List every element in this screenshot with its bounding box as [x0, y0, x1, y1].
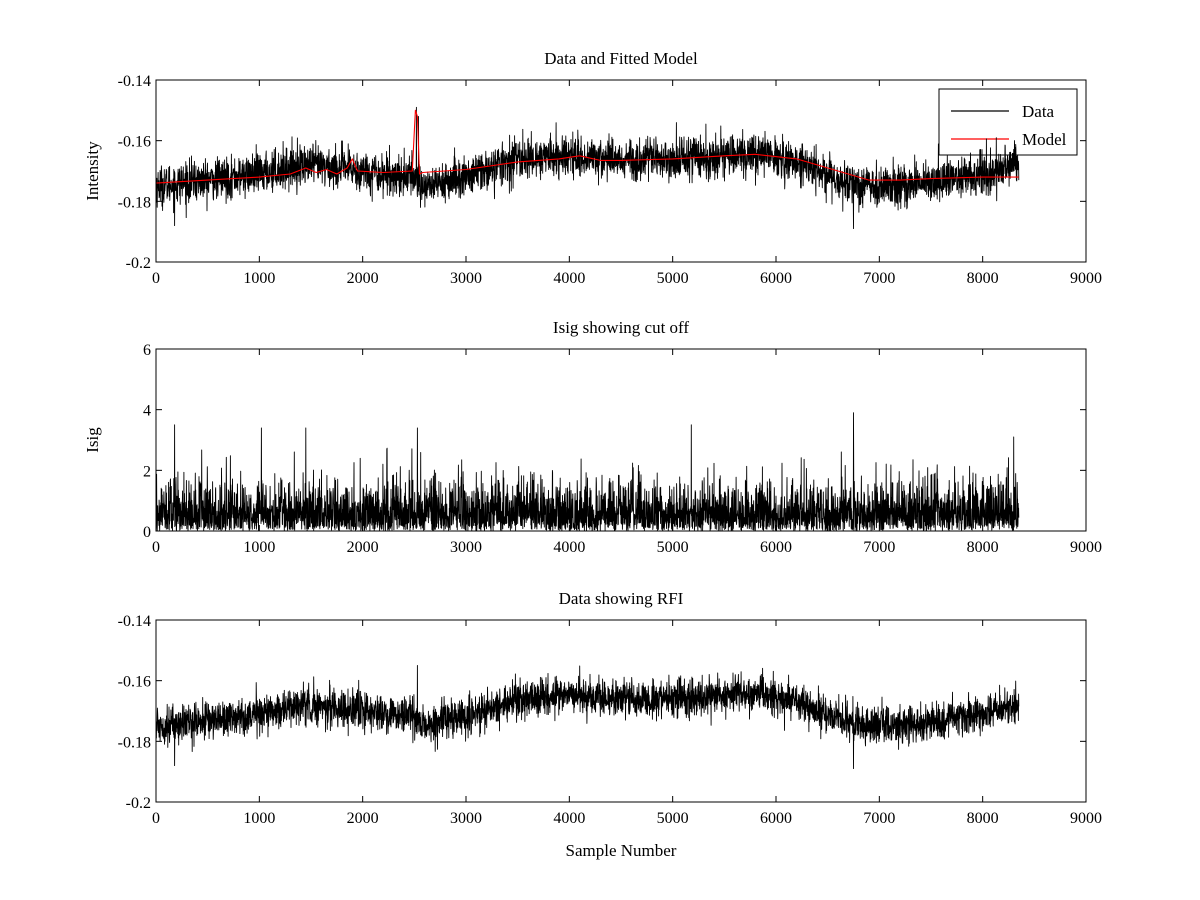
y-tick-label: -0.2: [126, 255, 151, 272]
series-line-data: [156, 665, 1020, 770]
x-tick-label: 0: [152, 539, 160, 556]
y-tick-label: -0.2: [126, 795, 151, 812]
panel-data-showing-rfi: Data showing RFI Sample Number 0 1000 2000…: [118, 589, 1102, 860]
x-tick-label: 4000: [553, 539, 585, 556]
y-tick-label: 2: [143, 463, 151, 480]
x-tick-label: 3000: [450, 270, 482, 287]
legend: Data Model: [938, 88, 1078, 156]
x-tick-label: 7000: [863, 810, 895, 827]
legend-box: [938, 88, 1078, 156]
legend-entry-model: Model: [1022, 130, 1067, 149]
x-tick-label: 6000: [760, 539, 792, 556]
x-tick-label: 2000: [347, 270, 379, 287]
axes-frame: [155, 348, 1087, 532]
plot-area: [156, 106, 1020, 230]
x-tick-label: 4000: [553, 810, 585, 827]
x-tick-label: 2000: [347, 539, 379, 556]
y-tick-label: -0.16: [118, 674, 151, 691]
x-tick-label: 1000: [243, 810, 275, 827]
legend-entry-data: Data: [1022, 102, 1055, 121]
x-tick-label: 7000: [863, 539, 895, 556]
y-tick-label: -0.18: [118, 194, 151, 211]
panel-title: Data showing RFI: [559, 589, 684, 608]
x-tick-label: 6000: [760, 810, 792, 827]
x-tick-label: 9000: [1070, 810, 1102, 827]
x-tick-label: 4000: [553, 270, 585, 287]
plot-area: [156, 665, 1020, 770]
x-tick-label: 1000: [243, 270, 275, 287]
x-tick-label: 1000: [243, 539, 275, 556]
x-tick-label: 0: [152, 270, 160, 287]
y-axis-label: Isig: [83, 427, 102, 453]
x-tick-label: 7000: [863, 270, 895, 287]
y-tick-label: -0.16: [118, 134, 151, 151]
y-tick-label: -0.14: [118, 613, 151, 630]
x-tick-label: 9000: [1070, 270, 1102, 287]
panel-isig-showing-cut-off: Isig showing cut off Isig 0 1000 2000 3000 4…: [83, 318, 1102, 556]
y-tick-label: 0: [143, 524, 151, 541]
y-tick-label: 6: [143, 342, 151, 359]
panel-title: Isig showing cut off: [553, 318, 689, 337]
x-tick-label: 5000: [657, 539, 689, 556]
x-axis-label: Sample Number: [566, 841, 677, 860]
x-tick-label: 3000: [450, 539, 482, 556]
x-tick-label: 8000: [967, 539, 999, 556]
y-tick-label: -0.14: [118, 73, 151, 90]
x-tick-label: 2000: [347, 810, 379, 827]
plot-area: [156, 412, 1020, 531]
y-axis-label: Intensity: [83, 141, 102, 201]
series-line-data: [156, 106, 1020, 230]
axes-frame: [155, 79, 1087, 263]
panel-title: Data and Fitted Model: [544, 49, 698, 68]
x-tick-label: 3000: [450, 810, 482, 827]
y-tick-label: 4: [143, 403, 151, 420]
panel-data-and-fitted-model: Data and Fitted Model Intensity Data Mode…: [83, 49, 1102, 287]
x-tick-label: 5000: [657, 270, 689, 287]
series-line-data: [156, 412, 1020, 531]
x-tick-label: 5000: [657, 810, 689, 827]
y-tick-label: -0.18: [118, 734, 151, 751]
x-tick-label: 8000: [967, 810, 999, 827]
x-tick-label: 6000: [760, 270, 792, 287]
axes-frame: [155, 619, 1087, 803]
series-line-model: [156, 109, 1019, 184]
x-tick-label: 0: [152, 810, 160, 827]
x-tick-label: 8000: [967, 270, 999, 287]
x-tick-label: 9000: [1070, 539, 1102, 556]
